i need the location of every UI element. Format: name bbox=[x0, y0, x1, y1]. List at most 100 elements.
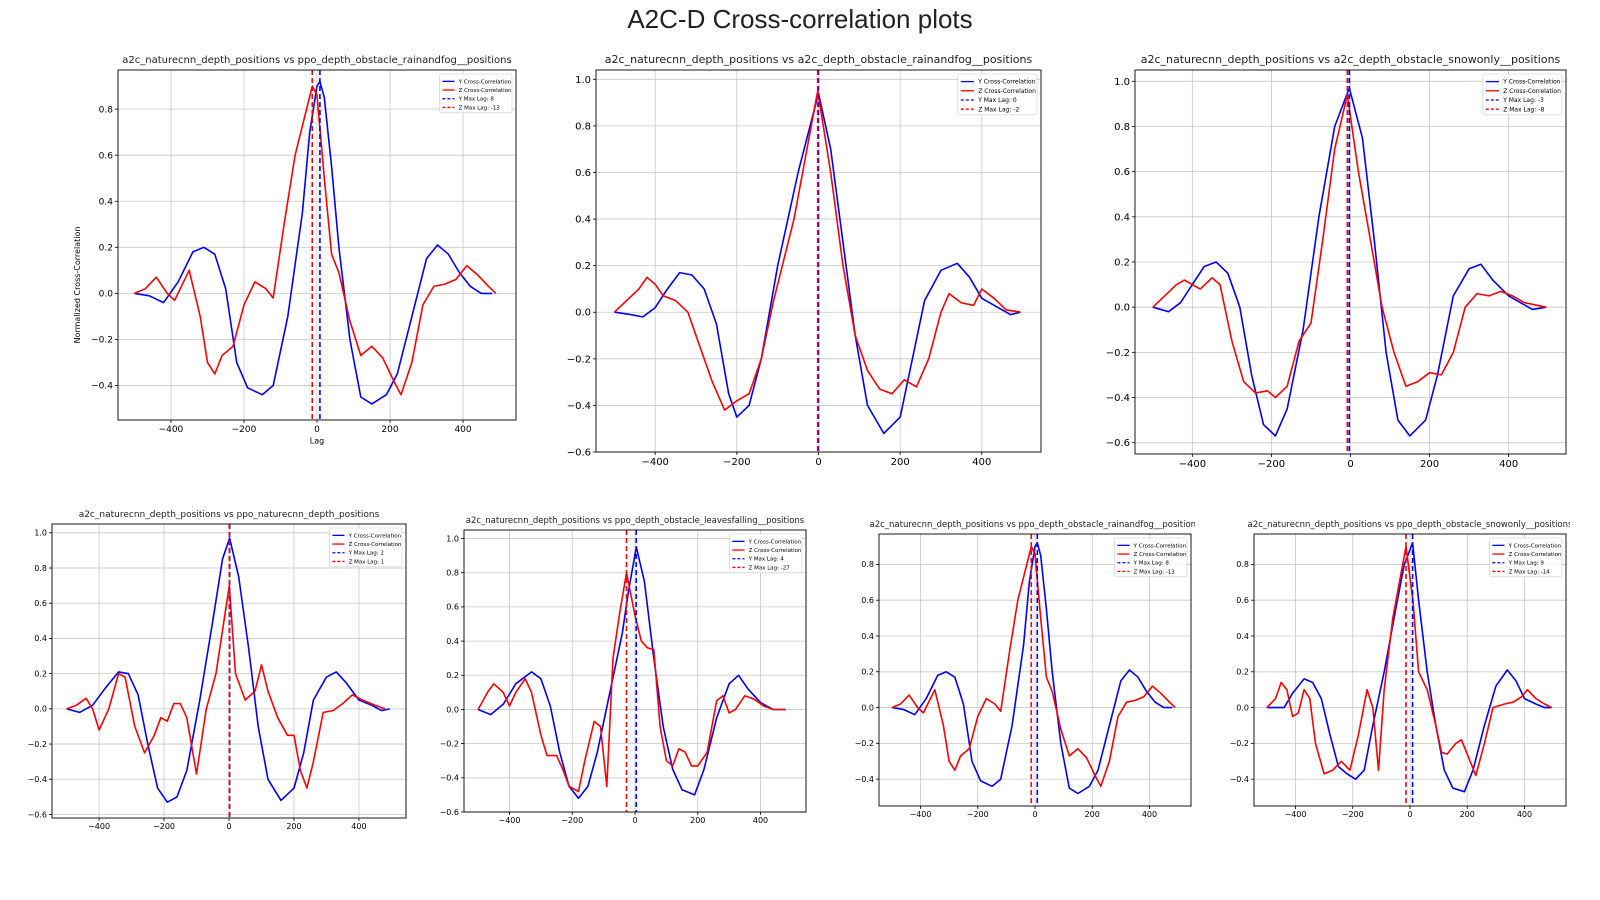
legend-box bbox=[439, 73, 513, 114]
legend-label: Y Max Lag: 0 bbox=[977, 97, 1017, 104]
legend-label: Z Max Lag: -27 bbox=[749, 565, 791, 571]
x-tick-label: 400 bbox=[1517, 810, 1532, 819]
series-line-y bbox=[891, 542, 1173, 795]
legend: Y Cross-Correlation Z Cross-Correlation Y … bbox=[729, 533, 803, 574]
legend-label: Y Cross-Correlation bbox=[1502, 79, 1560, 86]
y-tick-label: 0.0 bbox=[575, 308, 591, 319]
series-line-z bbox=[1266, 545, 1553, 777]
series-line-y bbox=[477, 546, 786, 800]
legend-label: Z Cross-Correlation bbox=[1134, 552, 1187, 558]
grid bbox=[1135, 70, 1566, 454]
legend-label: Z Cross-Correlation bbox=[459, 88, 512, 94]
chart-title: a2c_naturecnn_depth_positions vs ppo_dep… bbox=[122, 55, 511, 66]
y-tick-label: 0.4 bbox=[99, 197, 114, 207]
legend-label: Z Max Lag: -13 bbox=[1134, 569, 1176, 575]
y-tick-label: 0.6 bbox=[99, 151, 114, 161]
x-tick-label: −200 bbox=[967, 810, 989, 819]
legend-label: Y Max Lag: 2 bbox=[348, 551, 384, 557]
x-tick-label: −400 bbox=[641, 457, 668, 468]
chart-title: a2c_naturecnn_depth_positions vs a2c_dep… bbox=[605, 53, 1033, 66]
y-tick-label: 0.2 bbox=[575, 261, 591, 272]
x-tick-label: 400 bbox=[753, 816, 768, 825]
y-tick-label: −0.4 bbox=[1106, 393, 1130, 404]
series-line-y bbox=[1266, 542, 1552, 793]
legend: Y Cross-Correlation Z Cross-Correlation Y … bbox=[439, 73, 513, 114]
y-tick-label: 1.0 bbox=[34, 529, 47, 538]
legend: Y Cross-Correlation Z Cross-Correlation Y … bbox=[1482, 73, 1563, 116]
series-line-z bbox=[613, 90, 1021, 411]
x-tick-label: 0 bbox=[1347, 459, 1353, 470]
x-tick-label: −200 bbox=[1258, 459, 1285, 470]
y-tick-label: −0.2 bbox=[855, 739, 874, 748]
x-tick-label: 200 bbox=[690, 816, 705, 825]
x-tick-label: 0 bbox=[1407, 810, 1412, 819]
x-tick-label: −200 bbox=[561, 816, 583, 825]
x-tick-label: −400 bbox=[1285, 810, 1307, 819]
chart-1: a2c_naturecnn_depth_positions vs ppo_dep… bbox=[73, 55, 517, 446]
chart-title: a2c_naturecnn_depth_positions vs ppo_nat… bbox=[79, 510, 380, 520]
y-tick-label: 1.0 bbox=[446, 534, 459, 543]
y-tick-label: −0.2 bbox=[1230, 739, 1249, 748]
legend-label: Z Cross-Correlation bbox=[978, 88, 1036, 95]
grid bbox=[118, 70, 516, 420]
x-tick-label: 400 bbox=[454, 425, 471, 435]
legend-box bbox=[1114, 537, 1188, 578]
y-tick-label: 0.6 bbox=[1236, 596, 1249, 605]
legend-label: Y Max Lag: 8 bbox=[458, 97, 495, 103]
x-tick-label: −400 bbox=[88, 822, 110, 831]
y-tick-label: 0.6 bbox=[575, 168, 591, 179]
chart-7: a2c_naturecnn_depth_positions vs ppo_dep… bbox=[1230, 520, 1570, 819]
y-tick-label: 0.8 bbox=[446, 569, 459, 578]
chart-title: a2c_naturecnn_depth_positions vs ppo_dep… bbox=[870, 520, 1195, 530]
legend-label: Z Max Lag: -8 bbox=[1503, 106, 1544, 113]
y-tick-label: 1.0 bbox=[1114, 77, 1130, 88]
legend-label: Y Max Lag: -3 bbox=[1502, 97, 1544, 104]
legend-label: Y Max Lag: 8 bbox=[1133, 561, 1170, 567]
y-tick-label: 0.6 bbox=[1114, 167, 1130, 178]
y-tick-label: 0.8 bbox=[575, 121, 591, 132]
series-line-y bbox=[66, 537, 390, 803]
chart-3: a2c_naturecnn_depth_positions vs a2c_dep… bbox=[1106, 53, 1567, 470]
grid bbox=[879, 534, 1191, 806]
legend-label: Z Max Lag: -13 bbox=[459, 105, 501, 111]
legend-label: Y Cross-Correlation bbox=[977, 79, 1035, 86]
chart-2: a2c_naturecnn_depth_positions vs a2c_dep… bbox=[567, 53, 1042, 468]
legend-box bbox=[1482, 73, 1563, 116]
y-tick-label: 0.8 bbox=[1236, 560, 1249, 569]
x-tick-label: 200 bbox=[381, 425, 398, 435]
x-tick-label: 200 bbox=[1420, 459, 1439, 470]
x-tick-label: −400 bbox=[910, 810, 932, 819]
chart-4: a2c_naturecnn_depth_positions vs ppo_nat… bbox=[28, 510, 407, 831]
y-tick-label: 0.6 bbox=[446, 603, 459, 612]
legend-label: Y Max Lag: 9 bbox=[1508, 561, 1545, 567]
y-tick-label: 0.0 bbox=[446, 705, 459, 714]
y-tick-label: 0.0 bbox=[99, 290, 114, 300]
y-tick-label: 0.8 bbox=[99, 105, 114, 115]
y-tick-label: 0.2 bbox=[446, 671, 459, 680]
chart-5: a2c_naturecnn_depth_positions vs ppo_dep… bbox=[440, 516, 807, 825]
y-tick-label: 1.0 bbox=[575, 75, 591, 86]
page-title: A2C-D Cross-correlation plots bbox=[627, 4, 973, 34]
legend-label: Y Max Lag: 4 bbox=[748, 557, 785, 563]
x-axis-label: Lag bbox=[310, 437, 324, 446]
x-tick-label: −200 bbox=[723, 457, 750, 468]
y-tick-label: 0.4 bbox=[1114, 212, 1130, 223]
y-tick-label: 0.2 bbox=[1236, 668, 1249, 677]
x-tick-label: −200 bbox=[1342, 810, 1364, 819]
grid bbox=[1254, 534, 1566, 806]
y-tick-label: 0.2 bbox=[99, 243, 113, 253]
y-tick-label: 0.2 bbox=[34, 669, 47, 678]
series-line-z bbox=[66, 584, 386, 789]
y-tick-label: 0.0 bbox=[34, 705, 47, 714]
x-tick-label: 0 bbox=[632, 816, 637, 825]
series-line-y bbox=[134, 80, 493, 405]
x-tick-label: 0 bbox=[226, 822, 231, 831]
legend-box bbox=[957, 73, 1038, 116]
chart-6: a2c_naturecnn_depth_positions vs ppo_dep… bbox=[855, 520, 1195, 819]
legend-label: Z Max Lag: 1 bbox=[349, 559, 385, 565]
legend: Y Cross-Correlation Z Cross-Correlation Y … bbox=[1114, 537, 1188, 578]
y-tick-label: 0.4 bbox=[575, 215, 591, 226]
y-tick-label: −0.4 bbox=[28, 775, 47, 784]
y-tick-label: −0.2 bbox=[28, 740, 47, 749]
y-tick-label: −0.2 bbox=[91, 336, 113, 346]
